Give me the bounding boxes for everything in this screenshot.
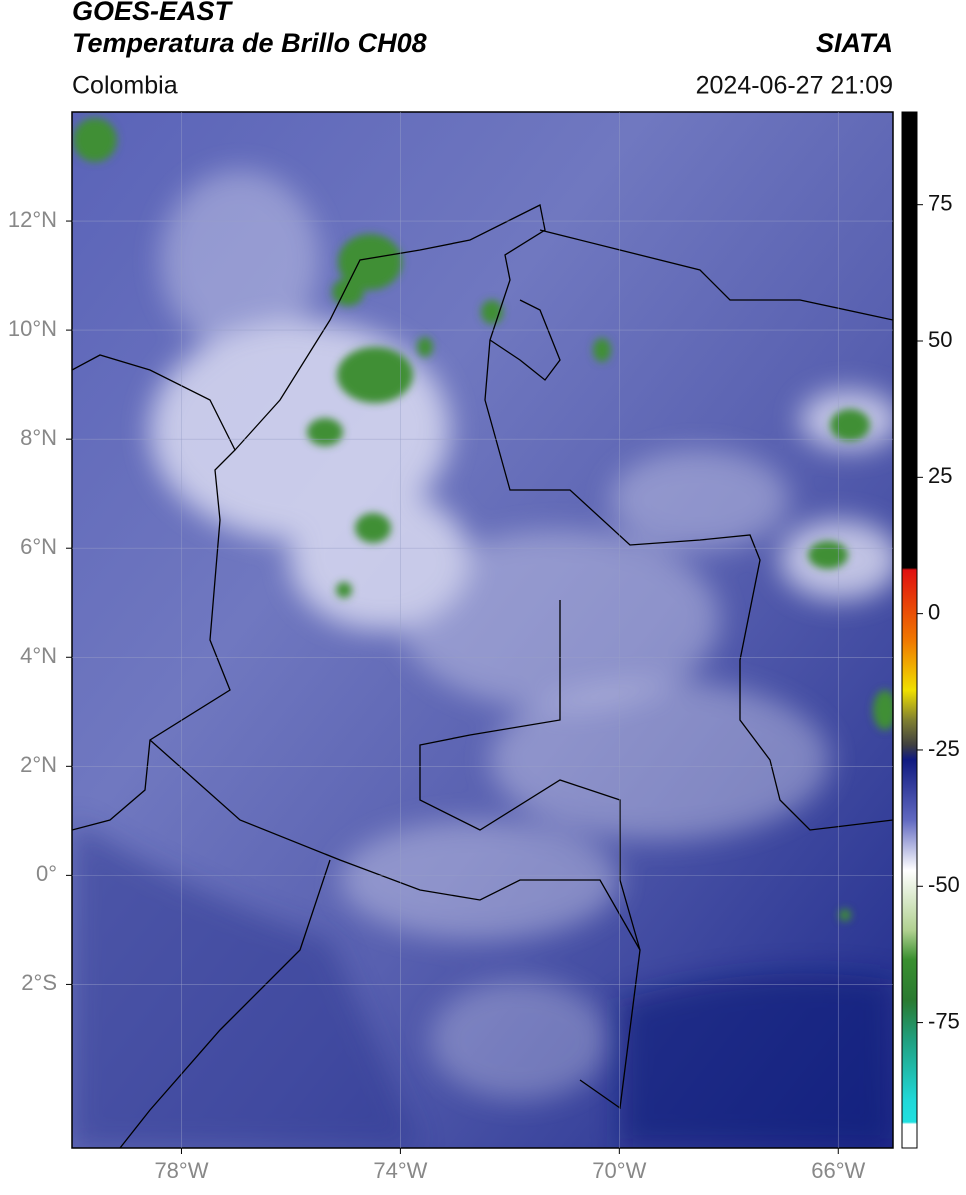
y-tick-label: 10°N [8,316,57,341]
subtitle: Temperatura de Brillo CH08 [72,28,427,58]
colorbar-tick-label: -25 [928,736,960,761]
colorbar-tick-label: 25 [928,463,952,488]
colorbar-tick-label: 75 [928,191,952,216]
y-tick-label: 6°N [20,534,57,559]
y-tick-label: 8°N [20,425,57,450]
map-frame [71,111,894,1149]
y-tick-label: 12°N [8,207,57,232]
colorbar-tick-label: 0 [928,599,940,624]
region: Colombia [72,72,178,100]
x-tick-label: 70°W [592,1158,646,1183]
x-tick-label: 74°W [373,1158,427,1183]
colorbar-tick-label: 50 [928,327,952,352]
y-tick-label: 0° [36,861,57,886]
x-tick-label: 66°W [811,1158,865,1183]
colorbar-tick-label: -50 [928,872,960,897]
x-tick-label: 78°W [154,1158,208,1183]
y-tick-label: 4°N [20,643,57,668]
colorbar-tick-label: -75 [928,1008,960,1033]
satellite-image [72,112,893,1148]
colorbar [901,111,918,1149]
title: GOES-EAST [72,0,234,26]
datetime: 2024-06-27 21:09 [696,72,893,100]
borders [72,204,893,1148]
source: SIATA [816,28,893,58]
y-tick-label: 2°S [21,970,57,995]
y-tick-label: 2°N [20,752,57,777]
